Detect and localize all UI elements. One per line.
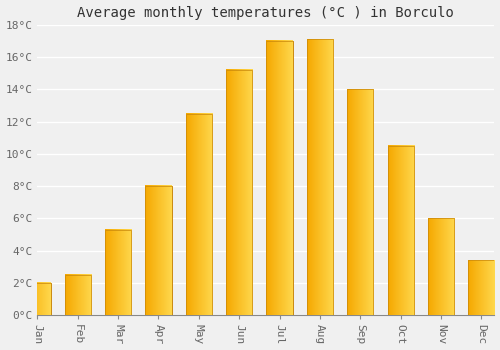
Bar [428, 218, 454, 315]
Title: Average monthly temperatures (°C ) in Borculo: Average monthly temperatures (°C ) in Bo… [78, 6, 454, 20]
Bar [64, 275, 91, 315]
Bar [226, 70, 252, 315]
Bar [266, 41, 292, 315]
Bar [146, 186, 172, 315]
Bar [347, 89, 374, 315]
Bar [307, 40, 333, 315]
Bar [186, 114, 212, 315]
Bar [307, 40, 333, 315]
Bar [468, 260, 494, 315]
Bar [428, 218, 454, 315]
Bar [226, 70, 252, 315]
Bar [266, 41, 292, 315]
Bar [24, 283, 50, 315]
Bar [105, 230, 131, 315]
Bar [146, 186, 172, 315]
Bar [186, 114, 212, 315]
Bar [388, 146, 413, 315]
Bar [64, 275, 91, 315]
Bar [468, 260, 494, 315]
Bar [388, 146, 413, 315]
Bar [24, 283, 50, 315]
Bar [347, 89, 374, 315]
Bar [105, 230, 131, 315]
